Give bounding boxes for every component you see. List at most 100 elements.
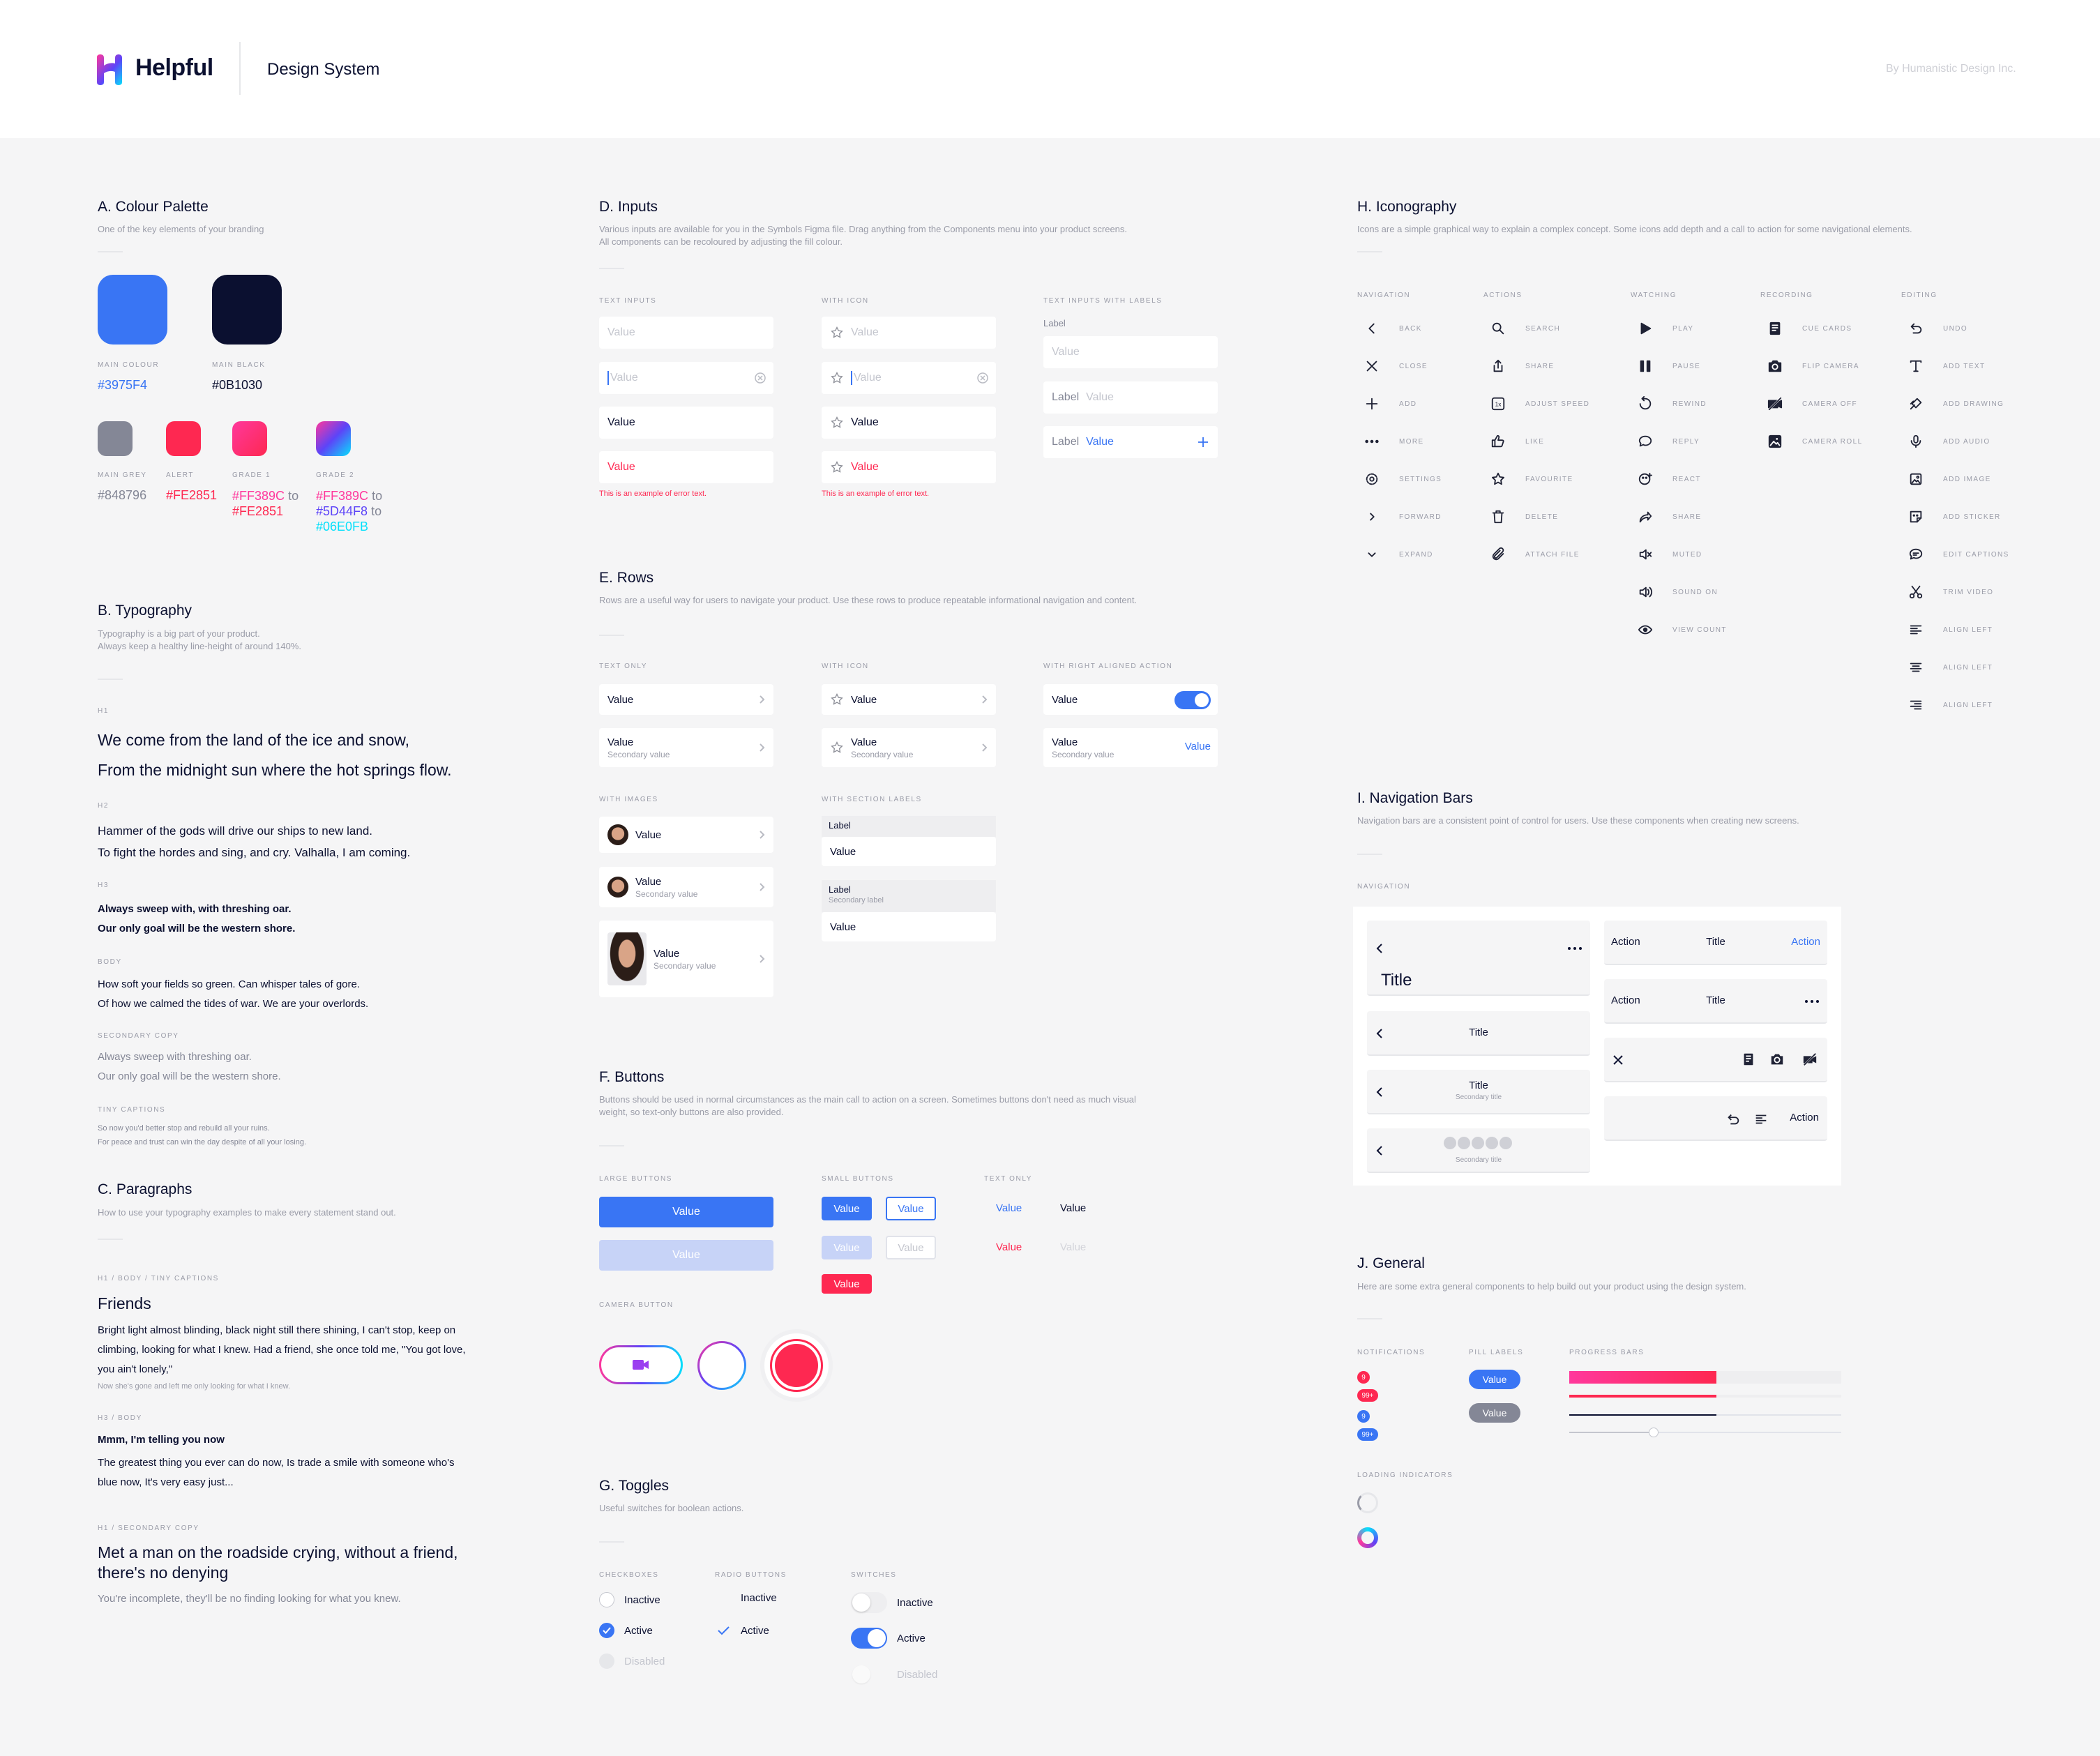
row-image[interactable]: Value xyxy=(599,817,773,853)
navbars-title: I. Navigation Bars xyxy=(1357,790,1473,806)
camera-stop-button[interactable] xyxy=(764,1333,829,1398)
undo-icon-item: UNDO xyxy=(1908,321,1967,336)
toggle-switch[interactable] xyxy=(1174,691,1211,709)
row-section[interactable]: Value xyxy=(822,837,996,866)
text-button-disabled[interactable]: Value xyxy=(1060,1241,1087,1253)
share-arrow-icon-item: SHARE xyxy=(1638,509,1701,524)
reply-icon-item: REPLY xyxy=(1638,434,1700,449)
back-icon[interactable] xyxy=(1373,941,1387,955)
text-input-empty[interactable]: Value xyxy=(599,317,773,349)
swatch-hex: #848796 xyxy=(98,488,147,502)
labelled-input-action[interactable]: Label Value xyxy=(1043,426,1218,458)
navbar-large-title: Title xyxy=(1367,921,1590,996)
star-icon xyxy=(831,741,843,753)
row-section[interactable]: Value xyxy=(822,912,996,941)
swatch-label: ALERT xyxy=(166,471,195,479)
clear-icon[interactable] xyxy=(976,372,989,384)
icon-input-empty[interactable]: Value xyxy=(822,317,996,349)
navbar-action-left[interactable]: Action xyxy=(1611,936,1640,948)
swatch-label: MAIN GREY xyxy=(98,471,147,479)
small-outline-button[interactable]: Value xyxy=(886,1197,936,1220)
type-label: H1 xyxy=(98,707,109,715)
rows-col-label: WITH ICON xyxy=(822,663,869,670)
para-heading: Met a man on the roadside crying, withou… xyxy=(98,1543,458,1582)
icon-input-error[interactable]: Value xyxy=(822,451,996,483)
add-image-icon-item: ADD IMAGE xyxy=(1908,471,1991,487)
row-image-secondary[interactable]: Value Secondary value xyxy=(599,867,773,907)
more-icon[interactable] xyxy=(1566,941,1583,955)
camera-record-button[interactable] xyxy=(599,1345,683,1384)
icon-input-filled[interactable]: Value xyxy=(822,407,996,439)
toggles-col-label: SWITCHES xyxy=(851,1571,897,1579)
forward-icon xyxy=(1370,513,1375,521)
page-dots xyxy=(1444,1137,1512,1149)
labelled-input-empty[interactable]: Value xyxy=(1043,336,1218,368)
back-icon[interactable] xyxy=(1373,1144,1387,1158)
icon-input-focused[interactable]: Value xyxy=(822,362,996,394)
switch-disabled[interactable]: Disabled xyxy=(851,1664,937,1685)
checkbox-inactive[interactable]: Inactive xyxy=(599,1592,660,1607)
slider-track[interactable] xyxy=(1569,1428,1841,1437)
text-input-filled[interactable]: Value xyxy=(599,407,773,439)
row-toggle[interactable]: Value xyxy=(1043,684,1218,715)
row-text-secondary[interactable]: Value Secondary value xyxy=(599,728,773,767)
text-input-focused[interactable]: Value xyxy=(599,362,773,394)
row-icon[interactable]: Value xyxy=(822,684,996,715)
row-text[interactable]: Value xyxy=(599,684,773,715)
navbar-action-right[interactable]: Action xyxy=(1791,936,1820,948)
checkbox-active[interactable]: Active xyxy=(599,1623,653,1638)
row-action[interactable]: Value Secondary value Value xyxy=(1043,728,1218,767)
toggles-title: G. Toggles xyxy=(599,1478,670,1494)
align-left-icon[interactable] xyxy=(1753,1112,1769,1127)
radio-active[interactable]: Active xyxy=(716,1623,769,1638)
radio-inactive[interactable]: Inactive xyxy=(741,1592,777,1604)
large-primary-button[interactable]: Value xyxy=(599,1197,773,1227)
text-input-error[interactable]: Value xyxy=(599,451,773,483)
checkbox-disabled[interactable]: Disabled xyxy=(599,1653,665,1669)
trim-video-icon-item: TRIM VIDEO xyxy=(1908,584,1993,600)
secondary-sample: Always sweep with threshing oar. Our only… xyxy=(98,1051,281,1082)
edit-captions-icon-item: EDIT CAPTIONS xyxy=(1908,547,2009,562)
add-icon[interactable] xyxy=(1197,436,1209,448)
divider xyxy=(599,1145,624,1146)
more-icon[interactable] xyxy=(1804,994,1820,1008)
cue-cards-icon[interactable] xyxy=(1741,1052,1756,1067)
undo-icon[interactable] xyxy=(1725,1112,1741,1127)
row-large-image[interactable]: Value Secondary value xyxy=(599,921,773,997)
star-icon xyxy=(831,371,843,384)
small-primary-button[interactable]: Value xyxy=(822,1197,872,1220)
progress-bar-fill xyxy=(1569,1371,1716,1384)
navbar-action-left[interactable]: Action xyxy=(1611,994,1640,1006)
slider-fill xyxy=(1569,1428,1659,1437)
small-alert-button[interactable]: Value xyxy=(822,1274,872,1294)
text-button-alert[interactable]: Value xyxy=(996,1241,1022,1253)
paragraphs-title: C. Paragraphs xyxy=(98,1181,192,1197)
error-text: This is an example of error text. xyxy=(822,490,930,498)
close-icon[interactable] xyxy=(1611,1053,1625,1067)
camera-shutter-button[interactable] xyxy=(697,1341,746,1390)
camera-off-icon xyxy=(1767,397,1783,411)
align-right-icon-item: ALIGN LEFT xyxy=(1908,697,1993,713)
switch-inactive[interactable]: Inactive xyxy=(851,1592,933,1613)
chevron-right-icon xyxy=(760,883,765,891)
small-disabled-button[interactable]: Value xyxy=(822,1236,872,1259)
text-button[interactable]: Value xyxy=(996,1202,1022,1214)
check-icon xyxy=(603,1627,611,1634)
rewind-icon xyxy=(1639,396,1652,410)
row-action-link[interactable]: Value xyxy=(1184,741,1211,752)
clear-icon[interactable] xyxy=(754,372,766,384)
camera-off-icon[interactable] xyxy=(1801,1052,1819,1067)
navbar-action-right[interactable]: Action xyxy=(1790,1112,1819,1123)
small-outline-disabled-button[interactable]: Value xyxy=(886,1236,936,1259)
row-icon-secondary[interactable]: Value Secondary value xyxy=(822,728,996,767)
text-button[interactable]: Value xyxy=(1060,1202,1087,1214)
flip-camera-icon[interactable] xyxy=(1769,1052,1785,1067)
swatch-hex: #FE2851 xyxy=(166,488,218,502)
large-disabled-button[interactable]: Value xyxy=(599,1240,773,1271)
back-icon[interactable] xyxy=(1373,1027,1387,1040)
back-icon[interactable] xyxy=(1373,1085,1387,1099)
labelled-input-inline[interactable]: Label Value xyxy=(1043,381,1218,414)
switch-active[interactable]: Active xyxy=(851,1628,926,1649)
progress-bar-fill xyxy=(1569,1395,1716,1398)
slider-thumb[interactable] xyxy=(1648,1428,1659,1437)
